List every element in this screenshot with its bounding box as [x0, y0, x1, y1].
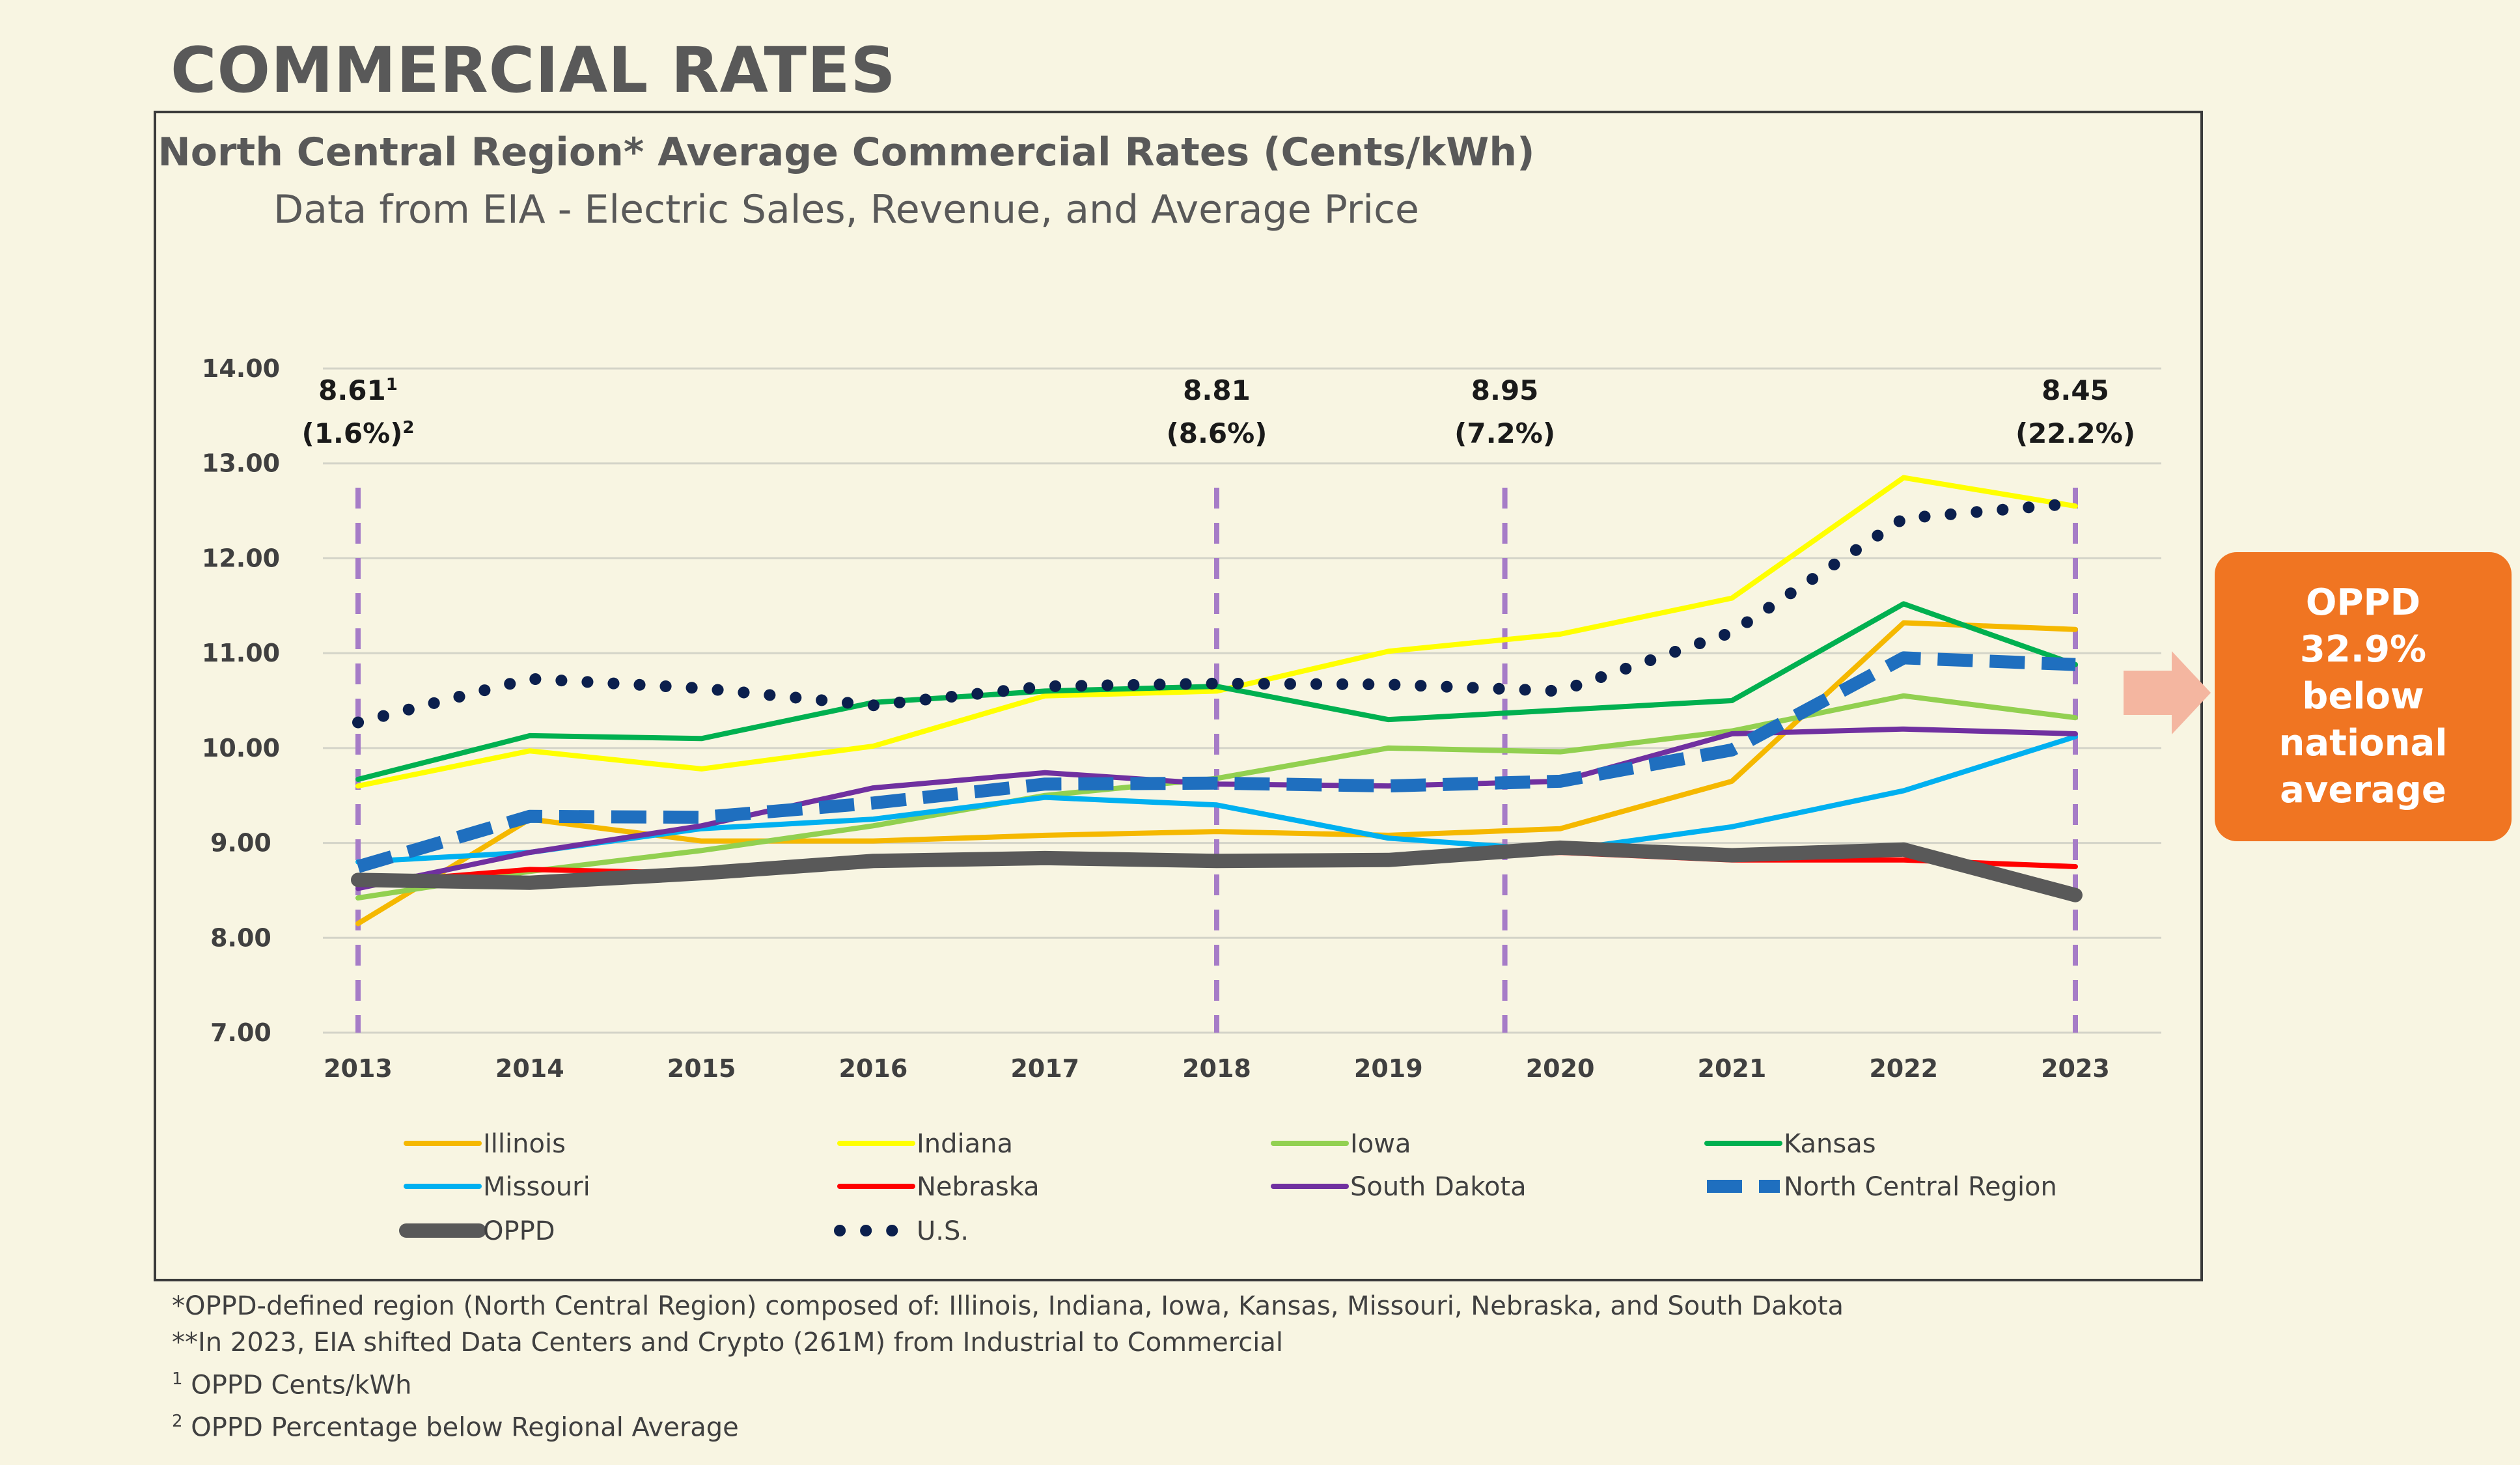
x-tick-label: 2014 [495, 1054, 564, 1083]
x-tick-label: 2020 [1526, 1054, 1595, 1083]
series-line-u-s- [352, 497, 2081, 729]
legend-label: Missouri [483, 1172, 590, 1202]
footnote-2: 2 OPPD Percentage below Regional Average [172, 1403, 1844, 1445]
chart-title: North Central Region* Average Commercial… [158, 130, 1535, 175]
x-tick-label: 2016 [839, 1054, 908, 1083]
legend-label: Indiana [917, 1129, 1013, 1159]
x-axis-ticks: 2013 2014 2015 2016 2017 2018 2019 2020 2021 2022… [324, 1054, 2110, 1083]
series-line-north-central-region [356, 651, 2076, 873]
callout-text: OPPD 32.9% below national average [2278, 581, 2448, 811]
legend-label: Iowa [1350, 1129, 1411, 1159]
x-tick-label: 2013 [324, 1054, 393, 1083]
legend: Illinois Indiana Iowa Kansas Missouri Nebrask… [399, 1129, 2057, 1246]
annotation-percent: (1.6%)2 [302, 417, 415, 449]
series-line-oppd [351, 840, 2083, 902]
legend-label: Kansas [1784, 1129, 1876, 1159]
annotation-value: 8.95 [1471, 374, 1539, 406]
annotation-value: 8.45 [2042, 374, 2109, 406]
series-layer [351, 475, 2083, 927]
y-tick-label: 14.00 [202, 354, 280, 383]
annotation-value: 8.611 [318, 374, 398, 406]
footnote-1-text: OPPD Cents/kWh [182, 1370, 412, 1401]
grid-layer [323, 367, 2161, 1034]
year-marker-lines [355, 488, 2078, 1033]
legend-label: U.S. [917, 1216, 969, 1246]
legend-label: South Dakota [1350, 1172, 1527, 1202]
y-tick-label: 7.00 [210, 1018, 271, 1047]
series-line-indiana [355, 475, 2078, 789]
y-tick-label: 9.00 [210, 829, 271, 858]
footnote-2-mark: 2 [172, 1412, 183, 1432]
callout-box: OPPD 32.9% below national average [2215, 552, 2512, 841]
footnote-1-mark: 1 [172, 1369, 183, 1389]
x-tick-label: 2023 [2041, 1054, 2110, 1083]
x-tick-label: 2015 [667, 1054, 736, 1083]
y-axis-ticks: 7.00 8.00 9.00 10.00 11.00 12.00 13.00 14.00 [202, 354, 280, 1047]
y-tick-label: 11.00 [202, 639, 280, 667]
x-tick-label: 2022 [1869, 1054, 1938, 1083]
y-tick-label: 13.00 [202, 449, 280, 478]
annotation-percent: (7.2%) [1454, 417, 1555, 449]
legend-label: North Central Region [1784, 1172, 2057, 1202]
x-tick-label: 2018 [1182, 1054, 1251, 1083]
footnote-1: 1 OPPD Cents/kWh [172, 1361, 1844, 1403]
footnotes: *OPPD-defined region (North Central Regi… [172, 1288, 1844, 1446]
callout-arrow-icon [2124, 651, 2211, 734]
x-tick-label: 2017 [1010, 1054, 1079, 1083]
annotation-percent: (8.6%) [1167, 417, 1267, 449]
y-tick-label: 8.00 [210, 923, 271, 952]
footnote-shift: **In 2023, EIA shifted Data Centers and … [172, 1328, 1284, 1358]
y-tick-label: 12.00 [202, 544, 280, 572]
x-tick-label: 2019 [1354, 1054, 1423, 1083]
annotation-value: 8.81 [1183, 374, 1251, 406]
legend-label: OPPD [483, 1216, 555, 1246]
chart-frame: North Central Region* Average Commercial… [154, 111, 2203, 1281]
footnote-2-text: OPPD Percentage below Regional Average [182, 1412, 739, 1443]
annotation-layer: 8.611 (1.6%)2 8.81 (8.6%) 8.95 (7.2%) 8.45 (22.… [302, 374, 2136, 449]
chart-subtitle: Data from EIA - Electric Sales, Revenue,… [273, 187, 1419, 232]
footnote-region: *OPPD-defined region (North Central Regi… [172, 1291, 1844, 1321]
legend-label: Nebraska [917, 1172, 1040, 1202]
annotation-percent: (22.2%) [2015, 417, 2135, 449]
page-title: COMMERCIAL RATES [171, 34, 896, 107]
legend-label: Illinois [483, 1129, 566, 1159]
y-tick-label: 10.00 [202, 734, 280, 762]
x-tick-label: 2021 [1698, 1054, 1767, 1083]
line-chart: North Central Region* Average Commercial… [158, 130, 2161, 1246]
